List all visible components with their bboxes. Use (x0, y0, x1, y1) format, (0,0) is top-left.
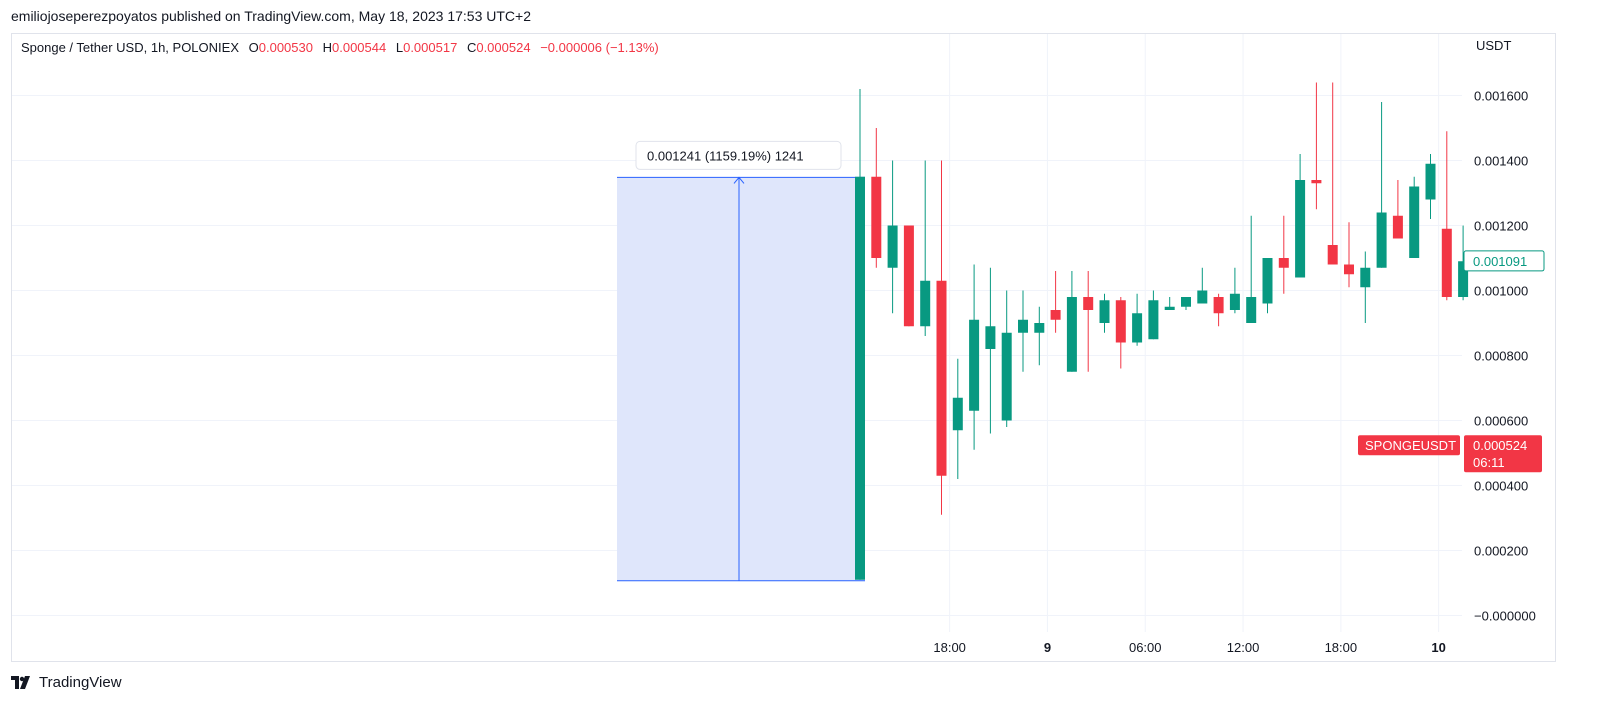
x-tick-label: 18:00 (1325, 640, 1358, 655)
measure-area[interactable] (617, 177, 865, 581)
y-tick-label: 0.000600 (1474, 414, 1528, 429)
price-range-measure: 0.001241 (1159.19%) 1241 (617, 140, 865, 582)
time-axis: 18:00 9 06:00 12:00 18:00 10 (933, 640, 1446, 655)
y-tick-label: 0.001000 (1474, 284, 1528, 299)
candle-down[interactable] (1278, 258, 1289, 268)
candle-down[interactable] (903, 225, 914, 327)
candle-up[interactable] (952, 397, 963, 431)
low-label: L (395, 40, 404, 55)
x-tick-label: 9 (1044, 640, 1051, 655)
last-value-tag (1463, 250, 1545, 272)
candle-up[interactable] (1132, 313, 1143, 343)
candle-down[interactable] (871, 176, 882, 258)
candle-down[interactable] (1050, 310, 1061, 320)
footer[interactable]: TradingView (11, 674, 122, 691)
candle-up[interactable] (1360, 267, 1371, 288)
open-value: 0.000530 (258, 40, 313, 55)
y-tick-label: 0.001600 (1474, 89, 1528, 104)
x-tick-label: 06:00 (1129, 640, 1162, 655)
candle-up[interactable] (1181, 297, 1191, 307)
last-value-label: 0.001091 (1473, 254, 1527, 269)
y-tick-label: 0.001400 (1474, 154, 1528, 169)
symbol-price-tag (1464, 435, 1542, 473)
candle-up[interactable] (1246, 297, 1257, 323)
symbol-price-label: 0.000524 (1473, 438, 1527, 453)
candle-up[interactable] (1458, 261, 1469, 297)
candle-down[interactable] (1441, 228, 1452, 297)
y-tick-label: 0.000800 (1474, 349, 1528, 364)
measure-label-box (635, 140, 842, 170)
candle-up[interactable] (1197, 290, 1208, 304)
arrow-up-icon (733, 176, 745, 184)
measure-label: 0.001241 (1159.19%) 1241 (647, 148, 804, 163)
candle-up[interactable] (1409, 186, 1420, 259)
price-axis: 0.001600 0.001400 0.001200 0.001000 0.000800… (1474, 89, 1536, 624)
candle-up[interactable] (1034, 323, 1045, 333)
candle-up[interactable] (969, 319, 980, 411)
tradingview-logo-icon (11, 675, 30, 689)
candle-up[interactable] (1066, 297, 1077, 372)
x-tick-label: 18:00 (933, 640, 966, 655)
candle-up[interactable] (1262, 258, 1273, 304)
candle-up[interactable] (1376, 212, 1387, 268)
candle-down[interactable] (1311, 180, 1322, 184)
candle-down[interactable] (936, 280, 947, 476)
candle-down[interactable] (1083, 297, 1094, 310)
y-tick-label: −0.000000 (1474, 609, 1536, 624)
y-tick-label: 0.000200 (1474, 544, 1528, 559)
candle-up[interactable] (887, 225, 898, 268)
candle-up[interactable] (1018, 319, 1028, 333)
high-value: 0.000544 (332, 40, 387, 55)
candle-up[interactable] (1164, 306, 1175, 310)
candle-up[interactable] (1001, 332, 1012, 421)
y-tick-label: 0.001200 (1474, 219, 1528, 234)
high-label: H (322, 40, 332, 55)
candle-up[interactable] (985, 326, 996, 349)
chart-frame[interactable] (11, 33, 1556, 662)
currency-label[interactable]: USDT (1476, 38, 1512, 53)
candle-down[interactable] (1392, 215, 1403, 239)
candle-down[interactable] (1115, 300, 1126, 343)
y-tick-label: 0.000400 (1474, 479, 1528, 494)
low-value: 0.000517 (403, 40, 458, 55)
candle-up[interactable] (920, 280, 931, 327)
open-label: O (248, 40, 259, 55)
symbol-name-tag[interactable] (1358, 435, 1460, 456)
candle-down[interactable] (1213, 297, 1224, 314)
candle-up[interactable] (1148, 300, 1159, 340)
candle-down[interactable] (1327, 245, 1338, 265)
candle-up[interactable] (1099, 300, 1110, 323)
x-tick-label: 12:00 (1227, 640, 1260, 655)
ohlc-legend: Sponge / Tether USD, 1h, POLONIEX O0.000… (21, 40, 659, 55)
countdown-label: 06:11 (1473, 455, 1505, 470)
symbol-title[interactable]: Sponge / Tether USD, 1h, POLONIEX (21, 40, 239, 55)
candle-up[interactable] (1295, 180, 1306, 278)
publisher-line: emiliojoseperezpoyatos published on Trad… (11, 8, 531, 24)
close-label: C (466, 40, 477, 55)
change-value: −0.000006 (−1.13%) (540, 40, 659, 55)
candle-up[interactable] (1229, 293, 1240, 310)
price-tags: 0.001091 SPONGEUSDT 0.000524 06:11 (1358, 250, 1545, 473)
candle-down[interactable] (1344, 264, 1354, 275)
symbol-name-label: SPONGEUSDT (1365, 438, 1456, 453)
close-value: 0.000524 (476, 40, 531, 55)
x-tick-label: 10 (1431, 640, 1445, 655)
candle-up[interactable] (855, 176, 865, 580)
candles (855, 82, 1469, 580)
footer-brand: TradingView (39, 674, 122, 691)
candle-up[interactable] (1425, 163, 1436, 200)
